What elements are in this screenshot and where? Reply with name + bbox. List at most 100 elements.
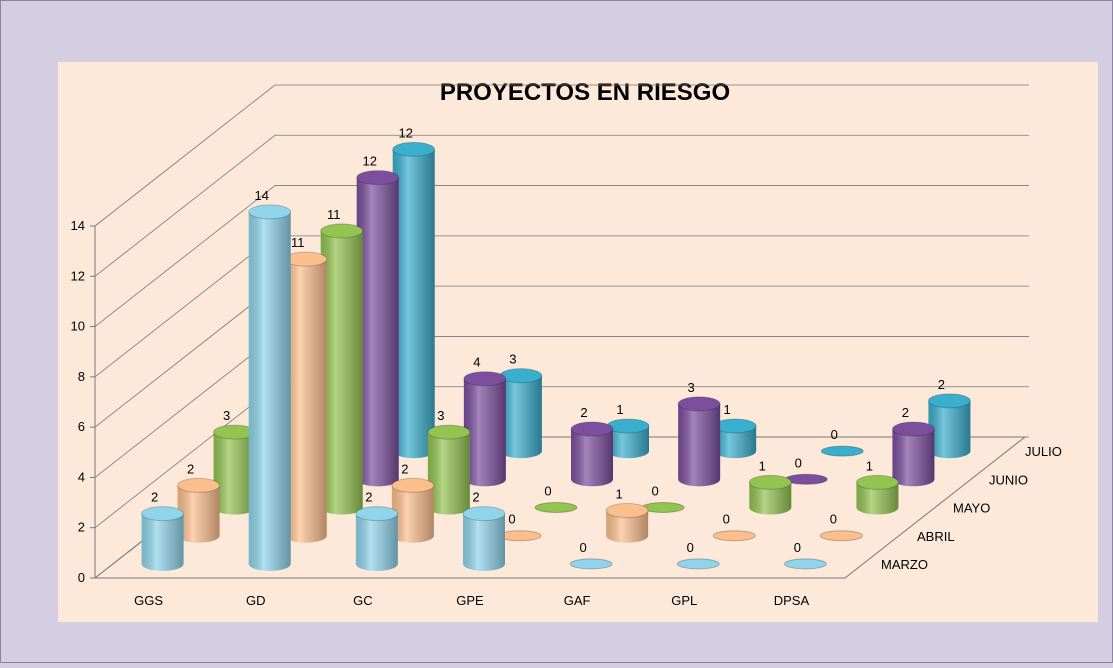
y-tick-label: 6 [78,419,85,434]
y-tick-label: 4 [78,469,85,484]
data-label: 0 [544,484,551,499]
legend-label: MARZO [881,557,928,572]
x-tick-label: GGS [134,593,163,608]
data-label: 4 [473,355,480,370]
cylinder-top [606,418,650,434]
cylinder-top [356,170,400,186]
x-tick-label: GD [246,593,266,608]
cylinder-shade [499,375,542,459]
data-label: 0 [831,427,838,442]
cylinder [676,558,720,570]
y-tick-label: 8 [78,369,85,384]
data-label: 11 [327,207,341,222]
cylinder [463,371,507,487]
cylinder [177,477,221,543]
cylinder-top [569,558,613,570]
data-label: 0 [794,540,801,555]
data-label: 0 [795,455,802,470]
cylinder [713,418,757,459]
cylinder-shade [213,432,256,515]
cylinder [462,506,506,571]
cylinder-top [392,141,436,157]
cylinder [141,506,185,571]
cylinder-shade [607,425,649,459]
data-label: 3 [688,380,695,395]
data-label: 2 [938,377,945,392]
cylinder-top [570,421,614,437]
cylinder-top [462,506,506,522]
cylinder [927,393,971,459]
data-label: 2 [151,490,158,505]
cylinder-top [676,558,720,570]
cylinder-shade [463,378,506,487]
data-label: 3 [437,408,444,423]
cylinder-shade [892,429,935,487]
data-label: 11 [291,235,305,250]
grid-line [94,134,1029,277]
data-label: 2 [472,490,479,505]
cylinder [391,477,435,543]
cylinder [498,530,542,542]
x-tick-label: DPSA [774,593,810,608]
data-label: 0 [652,484,659,499]
cylinder-shade [928,400,971,459]
legend-label: MAYO [953,501,990,516]
data-label: 2 [580,405,587,420]
cylinder [392,141,436,459]
x-tick-label: GPE [456,593,484,608]
cylinder-shade [714,425,757,459]
cylinder [355,506,399,571]
cylinder [427,424,471,515]
plot-area [58,62,1098,622]
cylinder-top [534,502,578,513]
data-label: 0 [687,540,694,555]
cylinder-top [391,477,435,493]
data-label: 12 [398,125,412,140]
y-tick-label: 2 [78,520,85,535]
cylinder [748,474,792,515]
grid-line [94,185,1029,327]
y-tick-label: 12 [71,268,85,283]
cylinder-top [855,474,899,490]
x-tick-label: GC [353,593,373,608]
cylinder-top [605,503,649,519]
cylinder [570,421,614,487]
data-label: 2 [187,461,194,476]
cylinder-top [748,474,792,490]
cylinder-top [677,396,721,412]
cylinder-shade [248,211,291,571]
cylinder-shade [427,432,470,515]
cylinder-top [783,558,827,570]
chart-title: PROYECTOS EN RIESGO [440,79,730,106]
y-tick-label: 10 [71,319,85,334]
cylinder [284,251,328,543]
y-tick-label: 0 [78,570,85,585]
data-label: 2 [902,405,909,420]
cylinder-shade [355,513,398,571]
data-label: 0 [830,512,837,527]
legend-label: JUNIO [989,472,1028,487]
cylinder [499,368,543,459]
cylinder [356,170,400,487]
data-label: 0 [580,540,587,555]
data-label: 14 [254,188,268,203]
cylinder [712,530,756,542]
cylinder-top [141,506,185,522]
cylinder [891,421,935,487]
data-label: 3 [223,408,230,423]
cylinder [248,204,292,571]
cylinder-shade [571,429,613,487]
cylinder-top [177,477,221,493]
data-label: 0 [508,512,515,527]
cylinder-shade [606,510,649,543]
data-label: 1 [724,402,731,417]
cylinder-top [355,506,399,522]
cylinder-shade [749,482,792,515]
cylinder-shade [284,259,327,543]
legend-label: JULIO [1025,444,1062,459]
cylinder-top [320,223,364,239]
data-label: 12 [362,154,376,169]
cylinder-shade [678,403,721,487]
data-label: 1 [616,402,623,417]
